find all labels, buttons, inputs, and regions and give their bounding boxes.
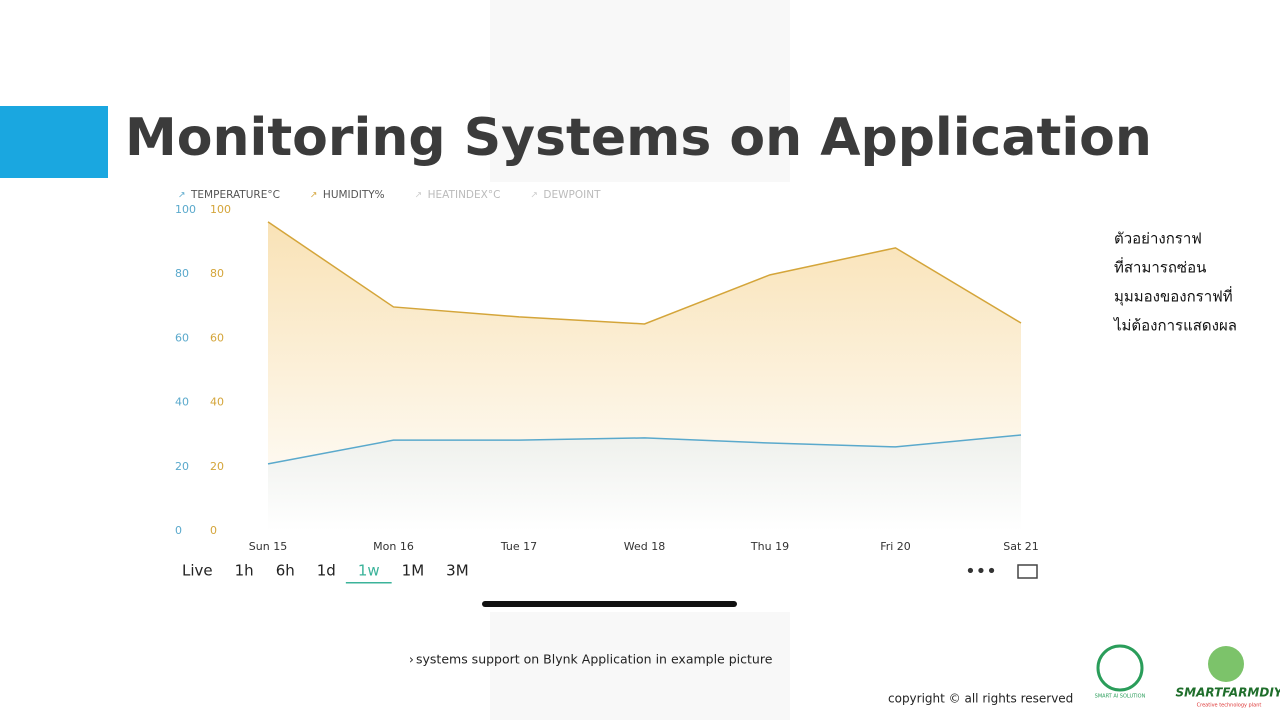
legend-entry[interactable]: HUMIDITY% <box>323 189 385 201</box>
line <box>267 221 1022 325</box>
logo-text: SMART AI SOLUTION <box>1095 694 1146 700</box>
x-tick-label: Fri 20 <box>880 540 911 553</box>
y2-tick-label: 40 <box>210 396 224 409</box>
x-tick-label: Wed 18 <box>624 540 665 553</box>
range-button[interactable]: Live <box>182 562 213 580</box>
logo-text: SMARTFARMDIY <box>1176 686 1280 700</box>
logo-mark <box>1208 646 1244 682</box>
chart: ↗ TEMPERATURE°C ↗ HUMIDITY% ↗ HEATINDEX°C ↗ DEW… <box>175 189 1039 584</box>
side-note: ที่สามารถซ่อน <box>1114 257 1206 277</box>
x-tick-label: Sun 15 <box>249 540 287 553</box>
range-button[interactable]: 3M <box>446 562 469 580</box>
accent-bar <box>0 106 108 178</box>
side-note: มุมมองของกราฟที่ <box>1114 286 1233 307</box>
range-underline <box>345 582 392 584</box>
legend-entry[interactable]: DEWPOINT <box>543 189 601 201</box>
x-tick-label: Mon 16 <box>373 540 414 553</box>
range-button[interactable]: 1d <box>317 562 336 580</box>
legend-entry[interactable]: TEMPERATURE°C <box>190 189 280 201</box>
logo-tagline: Creative technology plant <box>1197 703 1262 709</box>
legend-icon: ↗ <box>530 191 538 201</box>
area <box>268 435 1021 531</box>
side-note: ตัวอย่างกราฟ <box>1114 230 1202 248</box>
bullet: › <box>409 653 414 667</box>
y-tick-label: 40 <box>175 396 189 409</box>
range-button[interactable]: 1h <box>235 562 254 580</box>
slide-title: Monitoring Systems on Application <box>125 108 1152 168</box>
line <box>267 434 1022 465</box>
legend-icon: ↗ <box>415 191 423 201</box>
legend-icon: ↗ <box>178 191 186 201</box>
side-note: ไม่ต้องการแสดงผล <box>1113 317 1237 335</box>
x-tick-label: Sat 21 <box>1003 540 1039 553</box>
y2-tick-label: 0 <box>210 524 217 537</box>
fullscreen-icon[interactable] <box>1017 564 1038 579</box>
y2-tick-label: 20 <box>210 460 224 473</box>
y-tick-label: 100 <box>175 203 196 216</box>
y-tick-label: 60 <box>175 331 189 344</box>
x-tick-label: Thu 19 <box>750 540 789 553</box>
y-tick-label: 20 <box>175 460 189 473</box>
x-tick-label: Tue 17 <box>500 540 537 553</box>
caption: systems support on Blynk Application in … <box>416 652 773 667</box>
copyright: copyright © all rights reserved <box>888 692 1073 706</box>
legend-icon: ↗ <box>310 191 318 201</box>
range-button[interactable]: 1M <box>402 562 425 580</box>
range-button[interactable]: 1w <box>358 562 380 580</box>
logo-mark <box>1096 644 1144 692</box>
y2-tick-label: 100 <box>210 203 231 216</box>
range-button[interactable]: 6h <box>276 562 295 580</box>
y2-tick-label: 80 <box>210 267 224 280</box>
y-tick-label: 0 <box>175 524 182 537</box>
more-icon[interactable]: ••• <box>965 561 997 582</box>
y-tick-label: 80 <box>175 267 189 280</box>
legend-entry[interactable]: HEATINDEX°C <box>428 189 501 201</box>
home-indicator <box>482 601 737 607</box>
y2-tick-label: 60 <box>210 331 224 344</box>
